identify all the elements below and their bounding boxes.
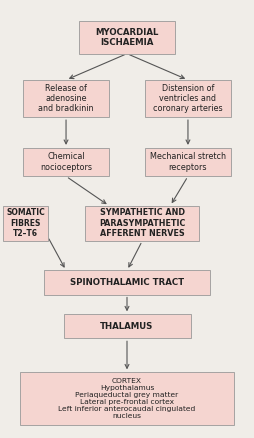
Text: SPINOTHALAMIC TRACT: SPINOTHALAMIC TRACT: [70, 278, 184, 287]
Text: SYMPATHETIC AND
PARASYMPATHETIC
AFFERENT NERVES: SYMPATHETIC AND PARASYMPATHETIC AFFERENT…: [99, 208, 185, 238]
FancyBboxPatch shape: [64, 314, 190, 338]
Text: Chemical
nocioceptors: Chemical nocioceptors: [40, 152, 92, 172]
Text: Mechanical stretch
receptors: Mechanical stretch receptors: [150, 152, 226, 172]
FancyBboxPatch shape: [20, 372, 234, 425]
FancyBboxPatch shape: [145, 148, 231, 176]
Text: CORTEX
Hypothalamus
Periaqueductal grey matter
Lateral pre-frontal cortex
Left i: CORTEX Hypothalamus Periaqueductal grey …: [58, 378, 196, 419]
FancyBboxPatch shape: [23, 148, 109, 176]
FancyBboxPatch shape: [3, 206, 48, 241]
FancyBboxPatch shape: [44, 271, 210, 295]
Text: Release of
adenosine
and bradkinin: Release of adenosine and bradkinin: [38, 84, 94, 113]
Text: Distension of
ventricles and
coronary arteries: Distension of ventricles and coronary ar…: [153, 84, 223, 113]
FancyBboxPatch shape: [23, 80, 109, 117]
Text: THALAMUS: THALAMUS: [100, 322, 154, 331]
FancyBboxPatch shape: [145, 80, 231, 117]
FancyBboxPatch shape: [85, 206, 199, 241]
Text: MYOCARDIAL
ISCHAEMIA: MYOCARDIAL ISCHAEMIA: [95, 28, 159, 47]
FancyBboxPatch shape: [79, 21, 175, 53]
Text: SOMATIC
FIBRES
T2–T6: SOMATIC FIBRES T2–T6: [6, 208, 45, 238]
